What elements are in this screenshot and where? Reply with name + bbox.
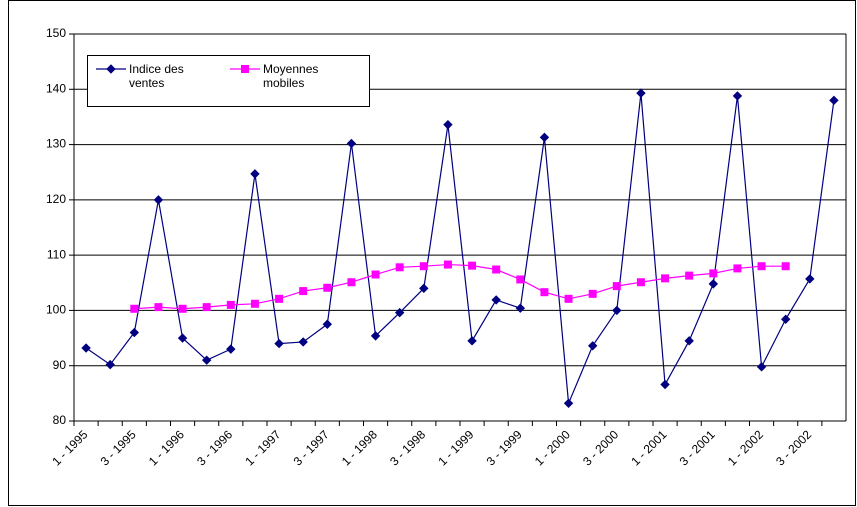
legend-item: Indice des ventes bbox=[96, 62, 209, 90]
point bbox=[709, 269, 718, 278]
point bbox=[177, 333, 188, 343]
point bbox=[419, 262, 428, 271]
point bbox=[685, 271, 694, 280]
y-tick-label: 80 bbox=[53, 413, 67, 427]
point bbox=[468, 261, 477, 270]
legend-swatch bbox=[96, 64, 126, 74]
point bbox=[275, 294, 284, 303]
point bbox=[805, 274, 815, 284]
point bbox=[733, 264, 742, 273]
point bbox=[564, 294, 573, 303]
series-line bbox=[85, 93, 835, 404]
point bbox=[202, 303, 211, 312]
point bbox=[250, 169, 260, 179]
point bbox=[178, 304, 187, 313]
point bbox=[515, 303, 526, 313]
y-tick-label: 120 bbox=[46, 192, 66, 206]
point bbox=[443, 260, 452, 269]
point bbox=[105, 359, 115, 370]
point bbox=[539, 132, 550, 143]
point bbox=[346, 138, 357, 149]
y-tick-label: 110 bbox=[47, 247, 66, 261]
point bbox=[322, 319, 333, 329]
point bbox=[395, 263, 404, 272]
point bbox=[467, 336, 477, 346]
point bbox=[781, 262, 790, 271]
y-tick-label: 100 bbox=[46, 303, 66, 317]
point bbox=[226, 300, 235, 309]
point bbox=[347, 278, 356, 287]
point bbox=[274, 338, 284, 349]
point bbox=[661, 274, 670, 283]
point bbox=[732, 91, 743, 101]
point bbox=[443, 119, 453, 130]
point bbox=[587, 341, 598, 351]
point bbox=[241, 65, 249, 73]
point bbox=[394, 307, 405, 318]
y-tick-label: 130 bbox=[46, 137, 66, 151]
point bbox=[540, 288, 549, 297]
point bbox=[250, 299, 259, 308]
point bbox=[708, 279, 719, 289]
point bbox=[201, 355, 212, 365]
point bbox=[516, 275, 525, 284]
series-line bbox=[134, 263, 786, 310]
y-tick-label: 140 bbox=[46, 81, 66, 95]
point bbox=[106, 64, 116, 74]
point bbox=[757, 262, 766, 271]
y-tick-label: 90 bbox=[53, 358, 67, 372]
legend: Indice des ventes Moyennes mobiles bbox=[87, 55, 370, 107]
legend-label: Moyennes mobiles bbox=[263, 62, 319, 90]
point bbox=[636, 88, 646, 98]
point bbox=[153, 195, 164, 205]
point bbox=[660, 379, 670, 390]
point bbox=[129, 327, 140, 338]
point bbox=[829, 95, 839, 106]
point bbox=[492, 265, 501, 274]
point bbox=[226, 344, 236, 354]
point bbox=[371, 270, 380, 279]
point bbox=[780, 314, 791, 324]
point bbox=[298, 337, 308, 347]
point bbox=[370, 331, 381, 341]
point bbox=[323, 283, 332, 292]
point bbox=[130, 304, 139, 313]
y-tick-label: 150 bbox=[46, 26, 66, 40]
legend-label: Indice des ventes bbox=[129, 62, 184, 90]
point bbox=[81, 343, 91, 353]
point bbox=[563, 398, 574, 409]
point bbox=[154, 303, 163, 312]
point bbox=[588, 289, 597, 298]
point bbox=[612, 305, 622, 316]
point bbox=[491, 295, 501, 305]
point bbox=[299, 287, 308, 296]
point bbox=[636, 278, 645, 287]
point bbox=[756, 362, 767, 372]
legend-swatch bbox=[230, 65, 260, 73]
point bbox=[684, 336, 694, 346]
legend-item: Moyennes mobiles bbox=[230, 62, 343, 90]
point bbox=[419, 283, 429, 294]
point bbox=[612, 282, 621, 291]
